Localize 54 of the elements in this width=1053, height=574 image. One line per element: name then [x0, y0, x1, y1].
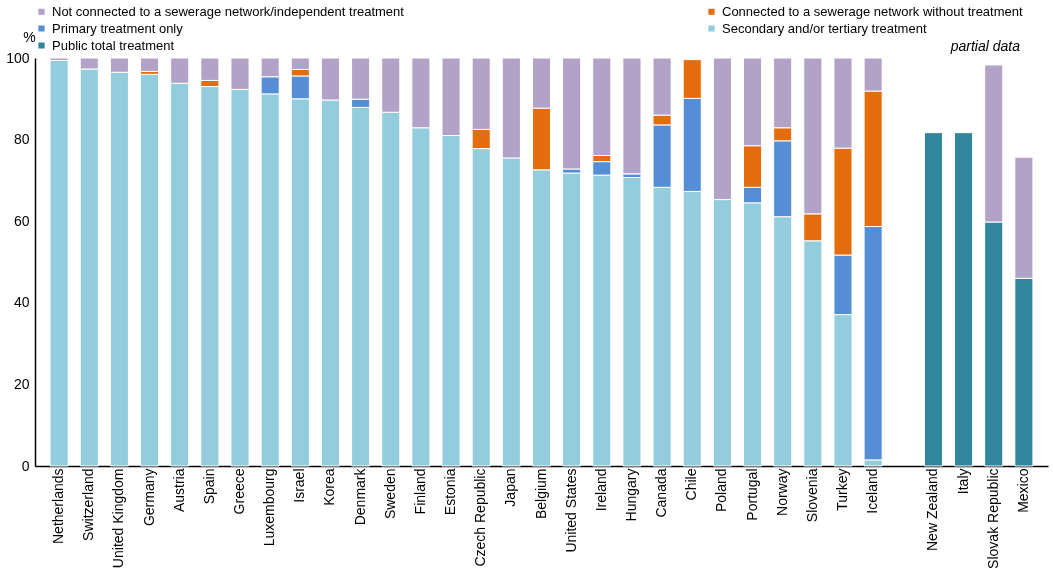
- legend-label: Connected to a sewerage network without treatment: [722, 3, 1023, 19]
- bar: [622, 57, 642, 175]
- x-tick-label: Ireland: [592, 468, 609, 512]
- y-tick-label: 40: [13, 294, 30, 311]
- x-tick-label: Slovak Republic: [984, 468, 1001, 569]
- x-tick-label: Israel: [291, 468, 308, 503]
- x-tick-label: Estonia: [442, 468, 459, 516]
- x-tick-label: Finland: [411, 468, 428, 515]
- x-tick-label: Austria: [170, 468, 187, 513]
- legend-label: Secondary and/or tertiary treatment: [722, 20, 927, 36]
- x-tick-label: New Zealand: [924, 468, 941, 551]
- bar: [140, 73, 160, 467]
- x-tick-label: Germany: [140, 468, 157, 527]
- x-tick-label: Netherlands: [50, 468, 67, 544]
- x-tick-label: Italy: [954, 468, 971, 495]
- x-tick-label: Iceland: [864, 468, 881, 514]
- legend-label: Primary treatment only: [52, 20, 184, 36]
- y-axis-title: %: [23, 28, 36, 45]
- text: partial data: [949, 38, 1021, 54]
- bar: [923, 132, 943, 467]
- x-tick-label: Slovenia: [803, 468, 820, 523]
- x-tick-label: Poland: [713, 468, 730, 513]
- legend-label: Not connected to a sewerage network/independent treatment: [52, 3, 405, 19]
- x-tick-label: Sweden: [381, 468, 398, 520]
- x-tick-label: Spain: [200, 468, 217, 505]
- x-tick-label: Denmark: [351, 467, 368, 526]
- x-tick-label: Switzerland: [80, 468, 97, 541]
- x-tick-label: Luxembourg: [261, 468, 278, 547]
- y-tick-label: 20: [13, 375, 30, 392]
- bar: [954, 132, 974, 467]
- bar: [49, 59, 69, 467]
- legend-label: Public total treatment: [52, 37, 175, 53]
- y-tick-label: 0: [21, 457, 30, 474]
- x-tick-label: Korea: [321, 468, 338, 506]
- y-tick-label: 80: [13, 131, 30, 148]
- x-tick-label: Turkey: [833, 468, 850, 511]
- bar: [622, 177, 642, 467]
- bar: [562, 172, 582, 467]
- x-tick-label: Portugal: [743, 468, 760, 521]
- x-tick-label: United Kingdom: [110, 468, 127, 569]
- bar: [140, 57, 160, 72]
- x-tick-label: Greece: [231, 468, 248, 515]
- x-tick-label: Belgium: [532, 468, 549, 520]
- y-tick-label: 60: [13, 212, 30, 229]
- x-tick-label: Japan: [502, 468, 519, 507]
- x-tick-label: Czech Republic: [472, 468, 489, 567]
- bar: [562, 57, 582, 170]
- x-tick-label: United States: [562, 468, 579, 553]
- x-tick-label: Mexico: [1014, 468, 1031, 513]
- y-tick-label: 100: [6, 49, 30, 66]
- x-tick-label: Canada: [653, 468, 670, 518]
- x-tick-label: Norway: [773, 468, 790, 516]
- x-tick-label: Chile: [683, 468, 700, 501]
- x-tick-label: Hungary: [622, 468, 639, 522]
